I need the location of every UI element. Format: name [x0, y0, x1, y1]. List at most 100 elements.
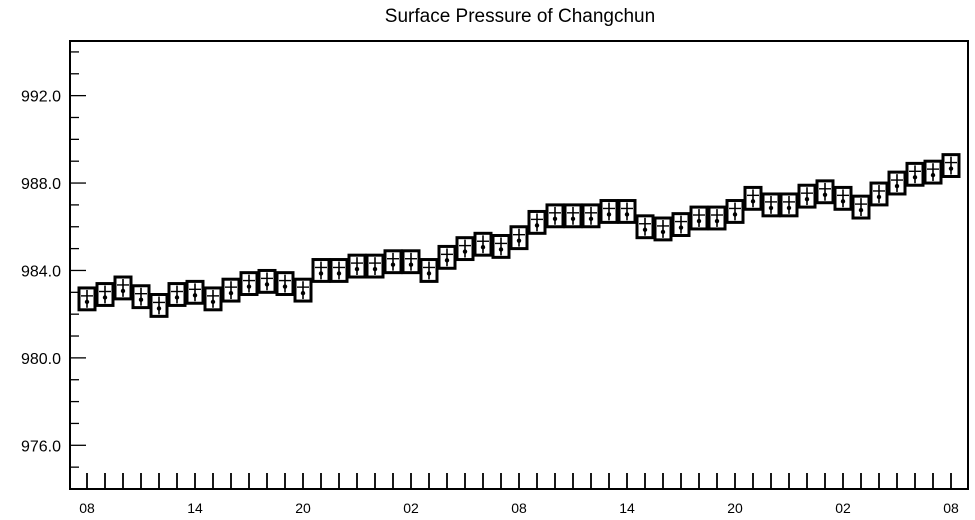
box-median-point [858, 207, 864, 213]
box-median-point [264, 282, 270, 287]
y-tick-label: 980.0 [21, 351, 61, 368]
box-glyph [851, 194, 871, 220]
x-tick-label: 08 [943, 500, 959, 516]
box-median-point [300, 290, 306, 296]
box-glyph [383, 249, 403, 275]
box-median-point [840, 199, 846, 204]
box-glyph [239, 271, 259, 297]
box-median-point [732, 212, 738, 217]
box-glyph [203, 286, 223, 312]
box-glyph [941, 153, 961, 178]
box-median-point [372, 266, 378, 272]
box-glyph [437, 244, 457, 270]
box-median-point [282, 284, 288, 289]
box-glyph [113, 275, 133, 301]
box-glyph [257, 268, 277, 294]
box-glyph [869, 181, 889, 207]
box-median-point [696, 218, 702, 224]
box-median-point [678, 225, 684, 230]
box-glyph [167, 282, 187, 307]
box-glyph [329, 258, 349, 283]
box-glyph [77, 286, 97, 312]
box-glyph [815, 179, 835, 205]
box-median-point [930, 172, 936, 178]
chart-title: Surface Pressure of Changchun [385, 6, 655, 27]
box-median-point [174, 295, 180, 300]
y-tick-label: 992.0 [21, 89, 61, 106]
box-glyph [707, 205, 727, 231]
box-glyph [923, 159, 943, 185]
x-tick-label: 08 [511, 500, 527, 516]
box-median-point [912, 175, 918, 180]
box-glyph [185, 279, 205, 305]
box-glyph [725, 199, 745, 224]
box-glyph [905, 161, 925, 187]
box-glyph [527, 209, 547, 235]
box-median-point [426, 271, 432, 276]
box-median-point [822, 192, 828, 197]
box-median-point [552, 216, 558, 222]
box-median-point [588, 216, 594, 222]
box-glyph [401, 249, 421, 275]
box-median-point [606, 212, 612, 217]
box-median-point [444, 258, 450, 263]
box-glyph [347, 253, 367, 279]
box-median-point [750, 199, 756, 204]
box-glyph [149, 293, 169, 318]
box-median-point [624, 212, 630, 217]
box-median-point [462, 249, 468, 254]
box-median-point [354, 266, 360, 272]
box-glyph [293, 277, 313, 303]
box-glyph [473, 231, 493, 257]
box-median-point [498, 247, 504, 252]
x-tick-label: 14 [619, 500, 635, 516]
box-glyph [581, 203, 601, 229]
box-median-point [948, 166, 954, 171]
box-median-point [570, 216, 576, 222]
box-median-point [804, 196, 810, 202]
box-median-point [318, 271, 324, 276]
box-glyph [131, 284, 151, 310]
box-median-point [714, 218, 720, 224]
plot-frame [69, 40, 969, 490]
box-median-point [228, 290, 234, 296]
box-median-point [390, 262, 396, 267]
x-tick-label: 02 [403, 500, 419, 516]
box-glyph [563, 203, 583, 229]
box-glyph [743, 185, 763, 211]
box-median-point [156, 306, 162, 311]
box-median-point [138, 297, 144, 302]
box-glyph [365, 253, 385, 279]
box-glyph [833, 185, 853, 211]
box-median-point [246, 284, 252, 289]
box-median-point [210, 299, 216, 305]
box-median-point [768, 205, 774, 211]
box-series [77, 153, 961, 318]
box-median-point [192, 293, 198, 298]
box-glyph [95, 282, 115, 307]
box-median-point [534, 223, 540, 228]
box-median-point [876, 194, 882, 200]
box-glyph [779, 192, 799, 218]
box-glyph [455, 236, 475, 262]
x-tick-label: 08 [79, 500, 95, 516]
y-axis: 976.0 980.0 984.0 988.0 992.0 [21, 51, 86, 490]
box-glyph [635, 214, 655, 240]
box-glyph [653, 216, 673, 242]
box-median-point [516, 238, 522, 243]
box-glyph [671, 212, 691, 237]
x-tick-label: 20 [295, 500, 311, 516]
box-median-point [642, 227, 648, 232]
box-median-point [480, 245, 486, 250]
box-glyph [491, 233, 511, 259]
y-tick-label: 988.0 [21, 176, 61, 193]
y-tick-label: 984.0 [21, 263, 61, 280]
box-median-point [120, 288, 126, 294]
box-glyph [689, 205, 709, 231]
box-glyph [887, 170, 907, 196]
box-median-point [786, 205, 792, 211]
box-glyph [221, 277, 241, 303]
box-glyph [617, 199, 637, 224]
box-median-point [102, 295, 108, 300]
